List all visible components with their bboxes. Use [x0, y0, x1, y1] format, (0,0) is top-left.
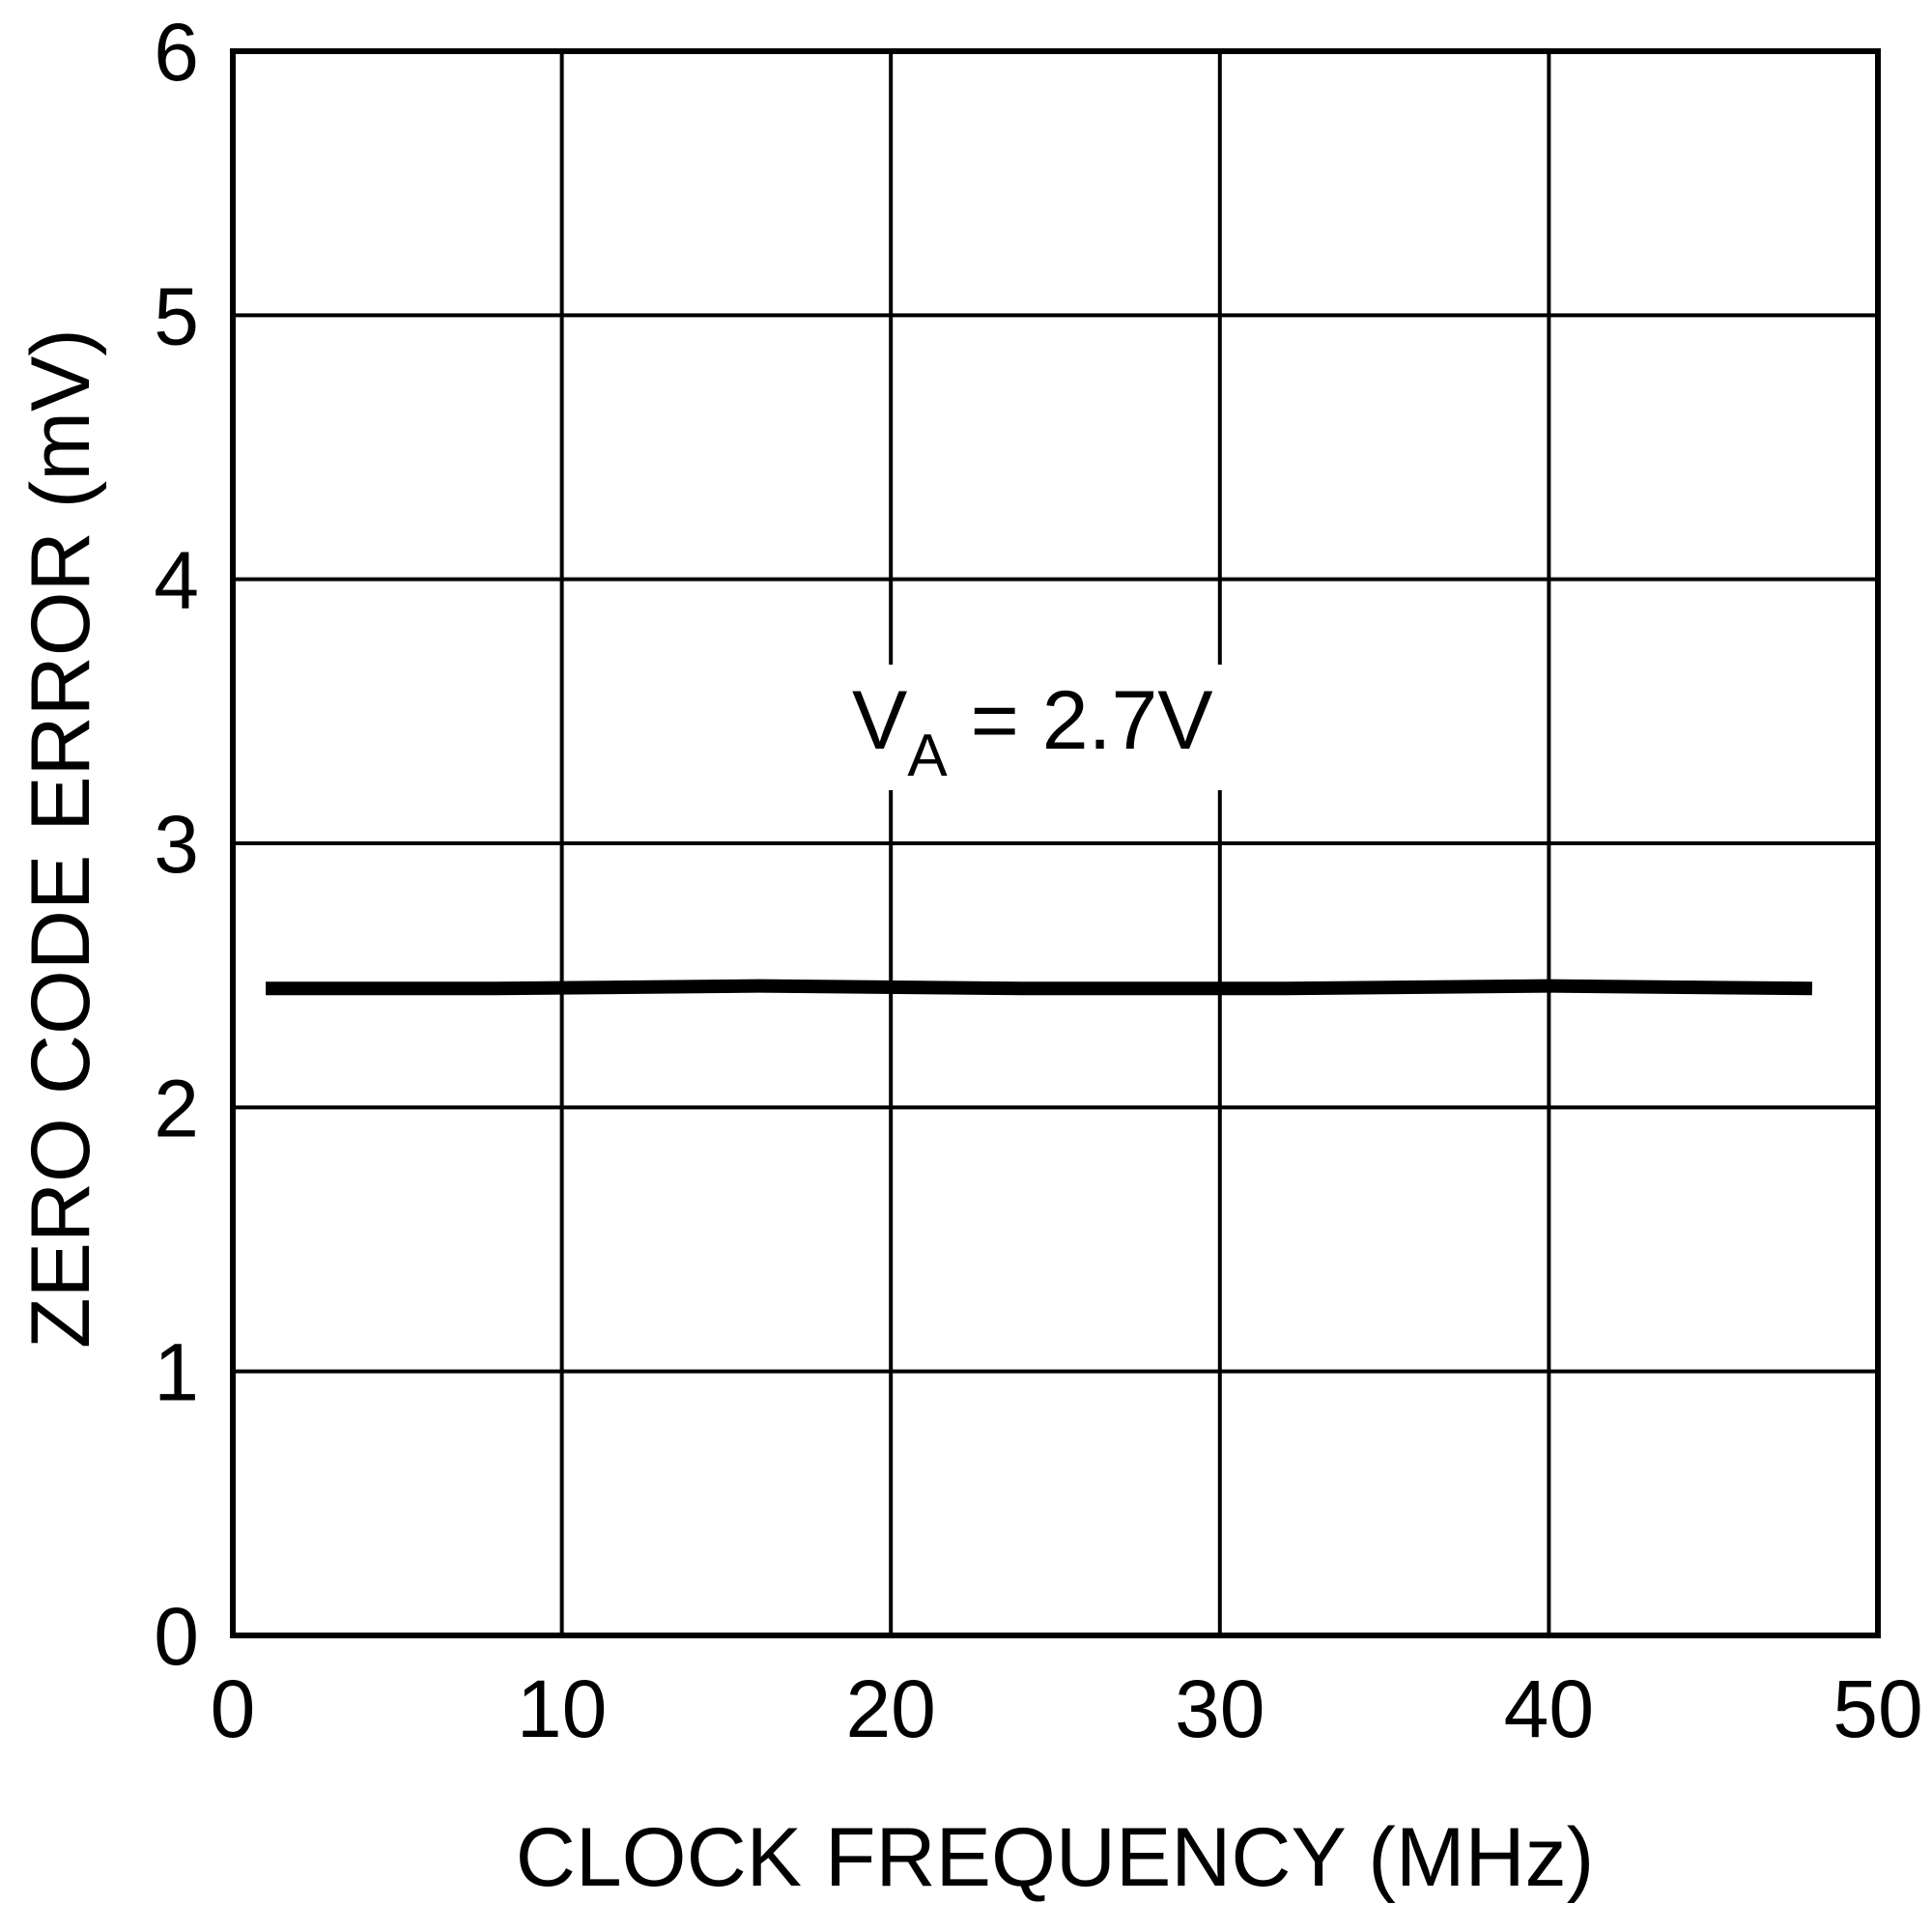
y-tick-label: 2 — [154, 1063, 199, 1153]
x-tick-label: 10 — [517, 1663, 607, 1754]
y-tick-labels: 0 1 2 3 4 5 6 — [154, 7, 199, 1682]
annotation-text: VA = 2.7V — [852, 674, 1213, 789]
x-tick-label: 30 — [1175, 1663, 1264, 1754]
y-tick-label: 0 — [154, 1591, 199, 1682]
y-tick-label: 6 — [154, 7, 199, 98]
annotation-rest: = 2.7V — [948, 674, 1213, 767]
annotation-background — [842, 665, 1238, 790]
annotation-main: V — [852, 674, 907, 767]
grid — [233, 51, 1878, 1635]
x-tick-label: 0 — [211, 1663, 256, 1754]
y-tick-label: 3 — [154, 799, 199, 890]
y-axis-title: ZERO CODE ERROR (mV) — [14, 328, 107, 1349]
annotation: VA = 2.7V — [842, 665, 1238, 790]
x-tick-label: 50 — [1833, 1663, 1922, 1754]
series-group — [266, 979, 1812, 996]
x-tick-label: 40 — [1504, 1663, 1594, 1754]
plot-frame — [230, 48, 1881, 1638]
series-line — [266, 979, 1812, 996]
x-tick-labels: 0 10 20 30 40 50 — [211, 1663, 1923, 1754]
y-tick-label: 5 — [154, 270, 199, 361]
y-tick-label: 1 — [154, 1327, 199, 1418]
x-tick-label: 20 — [845, 1663, 935, 1754]
annotation-subscript: A — [907, 723, 948, 789]
x-axis-title: CLOCK FREQUENCY (MHz) — [516, 1811, 1595, 1904]
y-tick-label: 4 — [154, 535, 199, 626]
